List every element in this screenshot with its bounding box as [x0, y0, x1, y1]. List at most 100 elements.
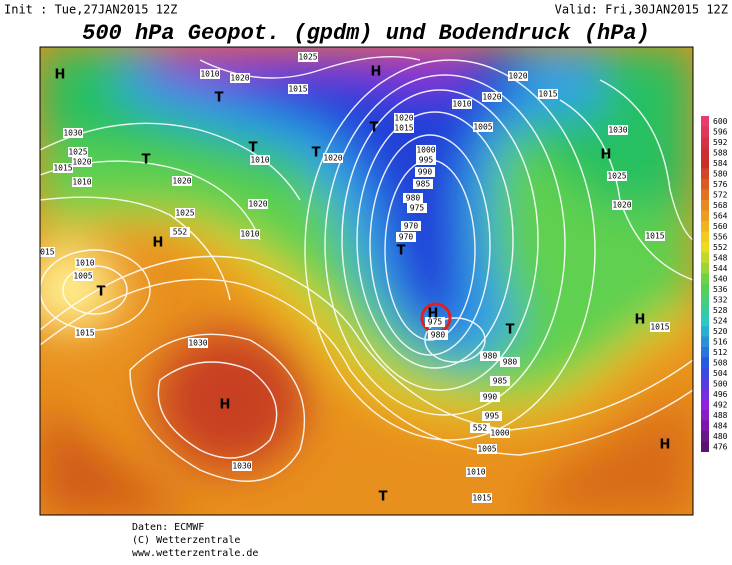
colorbar-label: 552: [713, 243, 728, 252]
isobar-label: 1020: [508, 72, 527, 81]
colorbar-label: 476: [713, 442, 728, 451]
isobar-label-bg: [425, 317, 445, 327]
isobar-label-bg: [170, 227, 190, 237]
isobar-label-bg: [490, 376, 510, 386]
isobar-label-bg: [612, 200, 632, 210]
isobar-label-bg: [480, 351, 500, 361]
pressure-center: H: [601, 148, 612, 163]
isobar-label-bg: [72, 157, 92, 167]
colorbar-swatch: [701, 441, 709, 452]
isobar-label-bg: [508, 71, 528, 81]
colorbar-swatch: [701, 137, 709, 148]
isobar-label-bg: [473, 122, 493, 132]
isobar-label: 1025: [298, 53, 317, 62]
colorbar-label: 600: [713, 117, 728, 126]
isobar-label: 1015: [35, 248, 54, 257]
colorbar-label: 516: [713, 337, 728, 346]
pressure-center: T: [506, 323, 515, 338]
credit-url: www.wetterzentrale.de: [132, 548, 258, 559]
isobar-label-bg: [428, 330, 448, 340]
colorbar-swatch: [701, 242, 709, 253]
isobar-label-bg: [250, 155, 270, 165]
isobar-label: 1015: [53, 164, 72, 173]
isobar-label: 1015: [645, 232, 664, 241]
isobar-label: 1000: [416, 146, 435, 155]
isobar-label: 980: [483, 352, 498, 361]
pressure-center: H: [428, 307, 439, 322]
isobar-label: 975: [410, 204, 425, 213]
isobar-label: 552: [173, 228, 188, 237]
colorbar-swatch: [701, 221, 709, 232]
isobar-label: 980: [406, 194, 421, 203]
colorbar-swatch: [701, 399, 709, 410]
isobar-label: 990: [418, 168, 433, 177]
isobar-label-bg: [480, 392, 500, 402]
pressure-center: H: [635, 313, 646, 328]
isobar-label: 1020: [482, 93, 501, 102]
isobar-label: 1025: [68, 148, 87, 157]
isobar-label-bg: [477, 444, 497, 454]
pressure-center: T: [379, 490, 388, 505]
isobar-label-bg: [407, 203, 427, 213]
isobar-label-bg: [172, 176, 192, 186]
colorbar-label: 548: [713, 253, 728, 262]
colorbar-label: 572: [713, 190, 728, 199]
isobar-label-bg: [500, 357, 520, 367]
credit-copyright: (C) Wetterzentrale: [132, 535, 240, 546]
isobar-label-bg: [490, 428, 510, 438]
isobar-label: 1020: [394, 114, 413, 123]
isobar-label: 1005: [473, 123, 492, 132]
isobar-label-bg: [73, 271, 93, 281]
isobar-label: 980: [503, 358, 518, 367]
pressure-center: H: [55, 68, 66, 83]
isobar-label: 1010: [75, 259, 94, 268]
isobar-label: 1020: [612, 201, 631, 210]
pressure-center: T: [370, 121, 379, 136]
isobar-label-bg: [40, 247, 55, 257]
isobar-label: 990: [483, 393, 498, 402]
isobar-label: 1020: [72, 158, 91, 167]
colorbar-swatch: [701, 200, 709, 211]
isobar-label: 1030: [63, 129, 82, 138]
isobar-label: 1020: [230, 74, 249, 83]
isobar-label-bg: [53, 163, 73, 173]
colorbar-label: 536: [713, 285, 728, 294]
isobar-label: 985: [416, 180, 431, 189]
colorbar-label: 484: [713, 421, 728, 430]
colorbar-swatch: [701, 116, 709, 127]
isobar-label-bg: [466, 467, 486, 477]
isobar-label: 1030: [188, 339, 207, 348]
pressure-center: T: [312, 146, 321, 161]
isobar-label-bg: [232, 461, 252, 471]
colorbar-swatch: [701, 336, 709, 347]
isobar-label-bg: [396, 232, 416, 242]
isobar-label: 1015: [650, 323, 669, 332]
isobar-label: 1015: [288, 85, 307, 94]
isobar-label-bg: [415, 167, 435, 177]
isobar-label-bg: [645, 231, 665, 241]
colorbar-swatch: [701, 410, 709, 421]
colorbar-swatch: [701, 147, 709, 158]
isobar-label: 552: [473, 424, 488, 433]
isobar-label: 975: [428, 318, 443, 327]
isobar-label-bg: [482, 92, 502, 102]
colorbar-swatch: [701, 368, 709, 379]
isobar-label: 1000: [490, 429, 509, 438]
geopotential-field: [40, 47, 693, 515]
colorbar-label: 596: [713, 127, 728, 136]
colorbar-label: 560: [713, 222, 728, 231]
colorbar-swatch: [701, 315, 709, 326]
colorbar-label: 508: [713, 358, 728, 367]
isobar-label-bg: [63, 128, 83, 138]
isobar-label: 1010: [72, 178, 91, 187]
colorbar-label: 504: [713, 369, 728, 378]
isobar-label: 980: [431, 331, 446, 340]
colorbar-swatch: [701, 347, 709, 358]
pressure-center: H: [220, 398, 231, 413]
isobar-label-bg: [75, 258, 95, 268]
colorbar-swatch: [701, 189, 709, 200]
